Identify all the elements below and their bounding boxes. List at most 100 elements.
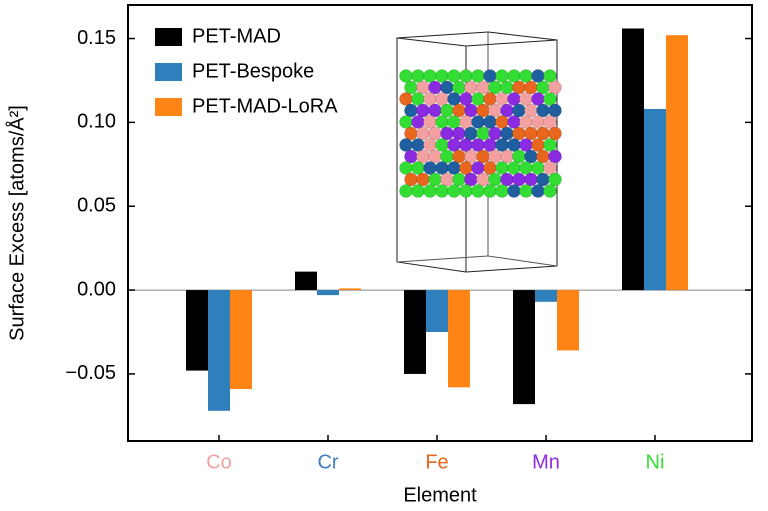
atom — [483, 161, 497, 175]
bar — [404, 290, 426, 374]
bar — [513, 290, 535, 405]
atom — [411, 92, 425, 106]
atom — [543, 161, 557, 175]
atom — [476, 172, 490, 187]
atom — [524, 126, 538, 141]
atom — [428, 149, 442, 164]
atom — [459, 115, 473, 129]
atom — [447, 69, 461, 83]
legend-swatch — [155, 28, 182, 46]
atom — [423, 161, 437, 175]
bar — [317, 290, 339, 296]
atom — [459, 184, 473, 198]
atom — [399, 69, 413, 83]
atom — [500, 172, 514, 187]
legend-label: PET-MAD — [192, 25, 281, 47]
atom — [471, 92, 485, 106]
atom — [452, 80, 466, 95]
atom — [423, 115, 437, 129]
bar — [426, 290, 448, 332]
inset-edge — [396, 255, 489, 263]
atom — [464, 80, 478, 95]
atom — [423, 184, 437, 198]
atom — [548, 80, 562, 95]
atom — [524, 80, 538, 95]
atom — [416, 126, 430, 141]
atom — [519, 161, 533, 175]
atom — [447, 138, 461, 152]
atom — [483, 184, 497, 198]
atom — [447, 161, 461, 175]
inset-edge — [465, 39, 558, 47]
y-tick-label: 0.05 — [77, 195, 116, 217]
atom — [471, 184, 485, 198]
atom — [476, 103, 490, 118]
bar — [535, 290, 557, 302]
inset-edge — [487, 255, 558, 267]
atom — [399, 92, 413, 106]
atom — [428, 126, 442, 141]
atom — [440, 172, 454, 187]
atom — [416, 172, 430, 187]
atom — [543, 92, 557, 106]
atom — [399, 138, 413, 152]
bar — [339, 288, 361, 291]
atom — [459, 138, 473, 152]
atom — [488, 126, 502, 141]
legend-label: PET-MAD-LoRA — [192, 95, 338, 117]
bar — [557, 290, 579, 351]
atom — [495, 138, 509, 152]
bar — [295, 271, 317, 291]
atom — [536, 80, 550, 95]
atom — [500, 80, 514, 95]
inset-structure — [396, 31, 562, 273]
atom — [543, 138, 557, 152]
plot-frame — [127, 4, 753, 442]
atom — [440, 80, 454, 95]
atom — [411, 184, 425, 198]
atom — [464, 149, 478, 164]
atom — [495, 69, 509, 83]
atom — [483, 69, 497, 83]
atom — [536, 103, 550, 118]
atom — [440, 126, 454, 141]
x-tick-label: Fe — [425, 451, 448, 473]
atom — [536, 149, 550, 164]
atom — [471, 69, 485, 83]
x-axis-label: Element — [403, 484, 477, 506]
atom — [471, 161, 485, 175]
atom — [435, 92, 449, 106]
atom — [476, 126, 490, 141]
atom — [440, 149, 454, 164]
atom — [476, 149, 490, 164]
atom — [404, 149, 418, 164]
atom — [423, 92, 437, 106]
atom — [507, 161, 521, 175]
inset-edge — [396, 37, 467, 47]
atom — [428, 103, 442, 118]
atom — [471, 115, 485, 129]
atom — [512, 172, 526, 187]
atom — [512, 126, 526, 141]
atom — [476, 80, 490, 95]
atom — [507, 184, 521, 198]
bar — [230, 290, 252, 390]
atom — [459, 161, 473, 175]
atom — [399, 115, 413, 129]
atom — [423, 69, 437, 83]
x-tick-label: Ni — [646, 451, 665, 473]
bar — [448, 290, 470, 388]
atom — [531, 115, 545, 129]
x-tick-label: Mn — [532, 451, 560, 473]
atom — [483, 138, 497, 152]
atom — [536, 126, 550, 141]
atom — [519, 138, 533, 152]
atom — [411, 138, 425, 152]
atom — [507, 138, 521, 152]
y-tick-label: 0.10 — [77, 111, 116, 133]
atom — [495, 92, 509, 106]
atom — [495, 115, 509, 129]
atom — [519, 184, 533, 198]
atom — [488, 80, 502, 95]
atom — [488, 172, 502, 187]
